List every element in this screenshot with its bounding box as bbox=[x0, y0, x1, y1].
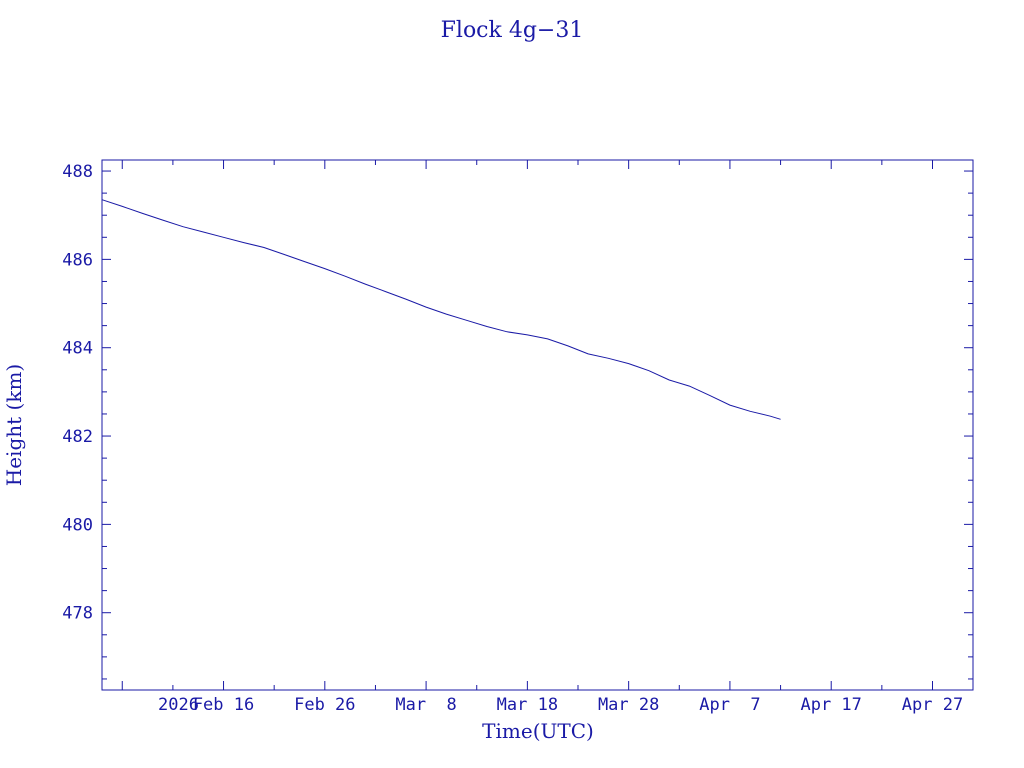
year-label: 2026 bbox=[158, 695, 199, 715]
chart-title: Flock 4g−31 bbox=[441, 18, 584, 43]
x-tick-label: Apr 17 bbox=[800, 695, 861, 715]
x-tick-label: Mar 28 bbox=[598, 695, 659, 715]
x-tick-label: Feb 16 bbox=[193, 695, 254, 715]
series-line bbox=[101, 199, 781, 420]
x-tick-label: Mar 18 bbox=[497, 695, 558, 715]
y-tick-label: 480 bbox=[62, 515, 93, 535]
y-tick-label: 486 bbox=[62, 250, 93, 270]
x-tick-label: Apr 7 bbox=[699, 695, 760, 715]
x-tick-labels: Feb 16 Feb 26 Mar 8 Mar 18 Mar 28 Apr 7 Apr 17… bbox=[193, 695, 963, 715]
y-ticks bbox=[102, 170, 973, 680]
y-tick-label: 478 bbox=[62, 604, 93, 624]
y-tick-label: 484 bbox=[62, 339, 93, 359]
x-axis-label: Time(UTC) bbox=[482, 719, 594, 743]
y-tick-label: 488 bbox=[62, 162, 93, 182]
x-ticks bbox=[121, 160, 933, 690]
x-tick-label: Feb 26 bbox=[294, 695, 355, 715]
plot-frame bbox=[101, 159, 974, 691]
y-axis-label: Height (km) bbox=[2, 364, 26, 486]
x-tick-label: Apr 27 bbox=[902, 695, 963, 715]
y-tick-labels: 478 480 482 484 486 488 bbox=[62, 162, 93, 624]
y-tick-label: 482 bbox=[62, 427, 93, 447]
x-tick-label: Mar 8 bbox=[395, 695, 456, 715]
